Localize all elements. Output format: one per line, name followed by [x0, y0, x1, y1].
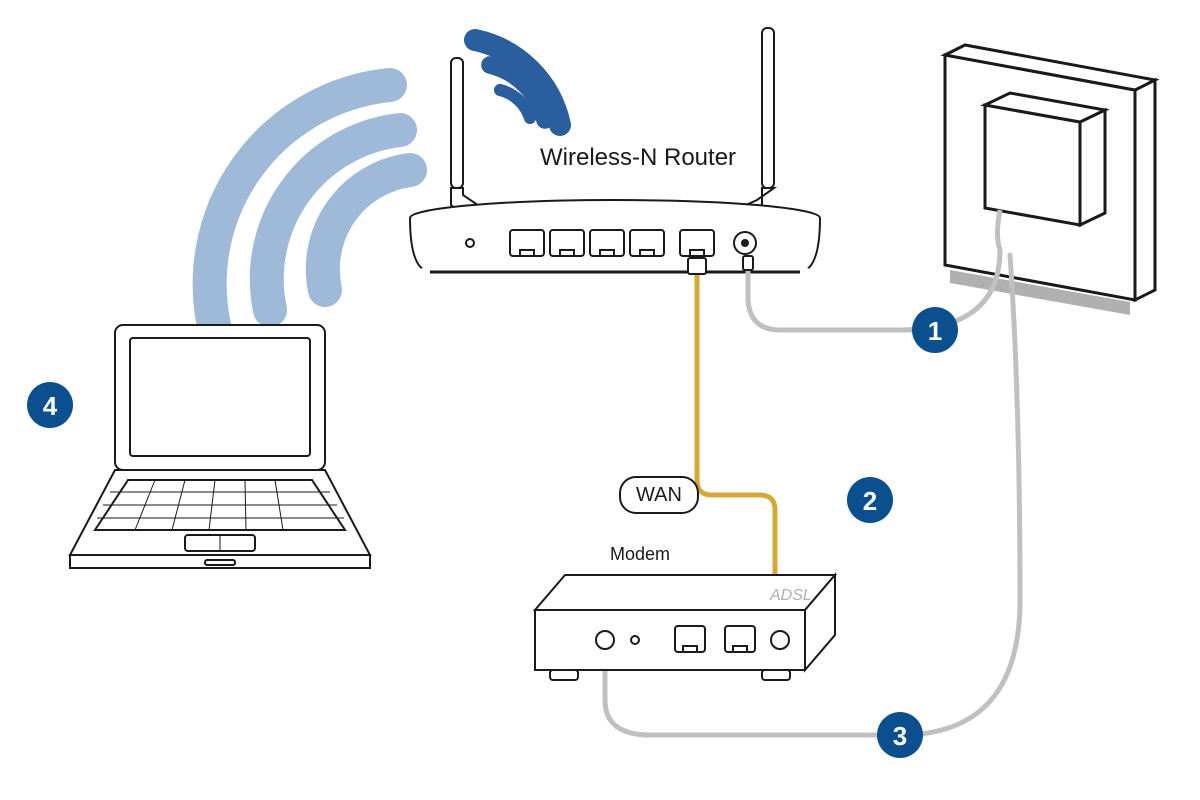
router-label: Wireless-N Router: [540, 144, 736, 171]
svg-text:1: 1: [928, 316, 942, 346]
step-badge-4: 4: [27, 382, 73, 428]
wifi-signal-icon: [210, 40, 560, 330]
laptop: [70, 325, 370, 568]
svg-text:2: 2: [863, 486, 877, 516]
svg-text:4: 4: [43, 391, 58, 421]
svg-text:ADSL: ADSL: [769, 587, 812, 604]
antenna-right: [735, 28, 774, 220]
modem: ADSL: [535, 575, 835, 680]
step-badge-2: 2: [847, 477, 893, 523]
step-badge-1: 1: [912, 307, 958, 353]
wan-port-label: WAN: [620, 477, 698, 513]
step-badge-3: 3: [877, 712, 923, 758]
modem-label: Modem: [610, 544, 670, 564]
antenna-left: [451, 58, 485, 220]
network-setup-diagram: WAN ADSL: [0, 0, 1200, 800]
wall-outlet: [945, 45, 1155, 315]
router-ports: [466, 230, 756, 256]
svg-text:3: 3: [893, 721, 907, 751]
svg-text:WAN: WAN: [636, 484, 682, 506]
